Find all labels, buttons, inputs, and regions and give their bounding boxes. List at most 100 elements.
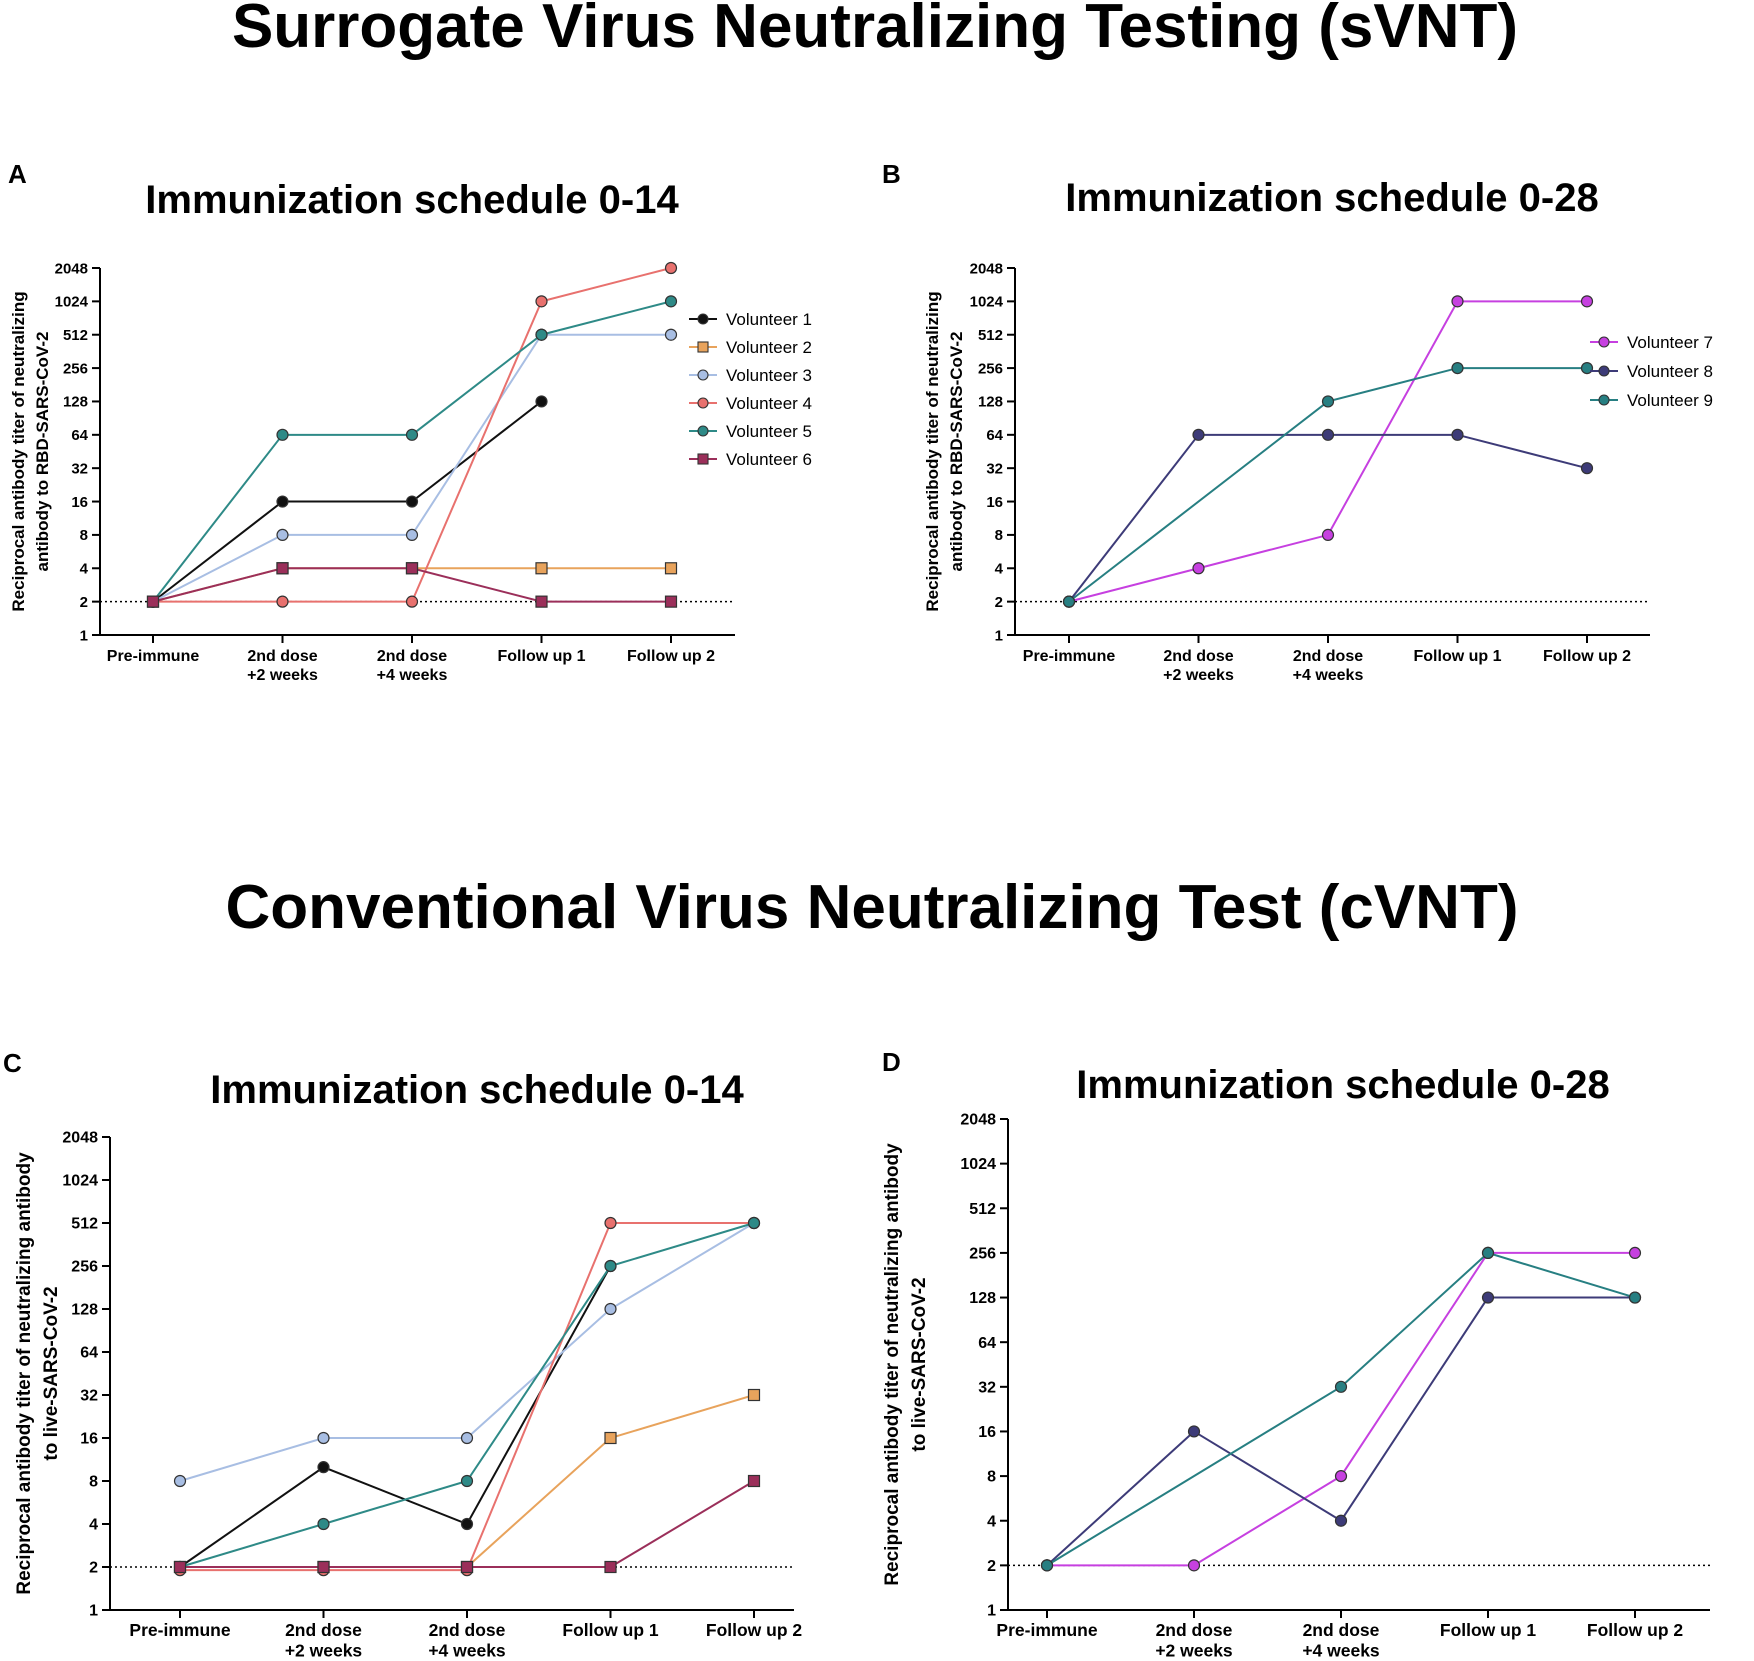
x-tick-label: +4 weeks — [377, 667, 448, 684]
x-tick-label: +2 weeks — [1155, 1641, 1233, 1661]
legend-marker — [697, 425, 709, 437]
y-tick-label: 256 — [63, 360, 88, 377]
y-axis-label: to live-SARS-CoV-2 — [909, 1277, 930, 1451]
series-line — [1046, 1251, 1636, 1567]
series-line — [1068, 300, 1587, 603]
legend-label: Volunteer 7 — [1627, 333, 1713, 352]
y-tick-label: 8 — [89, 1474, 98, 1491]
data-point — [747, 1388, 761, 1402]
data-point — [1040, 1559, 1054, 1572]
chart-panels: A Immunization schedule 0-14 Reciprocal an… — [3, 159, 1713, 1661]
legend-item: Volunteer 7 — [1590, 333, 1713, 352]
data-point — [276, 428, 289, 441]
y-tick-label: 256 — [969, 1246, 996, 1263]
y-tick-label: 128 — [978, 394, 1003, 411]
y-tick-label: 64 — [986, 427, 1003, 444]
x-tick-label: Follow up 1 — [1440, 1620, 1537, 1640]
data-point — [1187, 1425, 1201, 1438]
legend-marker — [1598, 365, 1610, 377]
series-line — [1068, 367, 1587, 603]
panel-letter: A — [8, 159, 27, 189]
x-tick-label: +2 weeks — [285, 1641, 363, 1661]
data-point — [535, 595, 548, 608]
x-tick-label: Follow up 2 — [1587, 1620, 1684, 1640]
x-tick-label: Follow up 1 — [498, 648, 586, 665]
data-point — [173, 1560, 187, 1574]
legend-item: Volunteer 2 — [689, 338, 812, 357]
panel-letter: B — [882, 159, 901, 189]
chart-panel-c: C Immunization schedule 0-14 Reciprocal an… — [3, 1048, 802, 1661]
series-line — [179, 1265, 612, 1568]
y-tick-label: 64 — [80, 1345, 98, 1362]
data-point — [1334, 1514, 1348, 1527]
chart-panel-d: D Immunization schedule 0-28 Reciprocal an… — [882, 1047, 1710, 1661]
y-tick-label: 128 — [63, 394, 88, 411]
data-point — [1580, 462, 1594, 475]
y-tick-label: 8 — [995, 527, 1003, 544]
data-point — [747, 1216, 761, 1230]
y-tick-label: 16 — [71, 494, 88, 511]
series-volunteer-7 — [1062, 295, 1594, 608]
data-point — [1321, 528, 1335, 542]
data-point — [317, 1461, 330, 1474]
data-point — [664, 261, 678, 275]
x-tick-label: Pre-immune — [996, 1620, 1097, 1640]
series-volunteer-3 — [173, 1216, 761, 1488]
x-tick-label: 2nd dose — [1293, 648, 1363, 665]
series-volunteer-1 — [173, 1259, 617, 1574]
y-tick-label: 512 — [63, 327, 88, 344]
y-tick-label: 1 — [995, 627, 1003, 644]
data-point — [173, 1474, 187, 1488]
y-tick-label: 2 — [80, 594, 88, 611]
data-point — [535, 328, 548, 341]
data-point — [664, 295, 678, 308]
x-tick-label: +2 weeks — [247, 667, 318, 684]
series-volunteer-9 — [1062, 361, 1594, 608]
x-tick-label: 2nd dose — [429, 1620, 506, 1640]
cvnt-section-title: Conventional Virus Neutralizing Test (cV… — [226, 873, 1519, 942]
panel-title: Immunization schedule 0-28 — [1065, 176, 1598, 220]
panel-title: Immunization schedule 0-14 — [145, 178, 679, 222]
panel-title: Immunization schedule 0-28 — [1076, 1063, 1609, 1107]
y-tick-label: 128 — [71, 1302, 98, 1319]
legend-label: Volunteer 4 — [726, 394, 812, 413]
legend-marker — [697, 313, 709, 325]
data-point — [460, 1474, 474, 1488]
x-tick-label: 2nd dose — [1303, 1620, 1380, 1640]
legend-label: Volunteer 2 — [726, 338, 812, 357]
data-point — [317, 1560, 330, 1574]
data-point — [276, 495, 289, 508]
panel-letter: D — [882, 1047, 901, 1077]
data-point — [1628, 1246, 1642, 1260]
y-tick-label: 8 — [987, 1469, 996, 1486]
y-tick-label: 1024 — [970, 294, 1004, 311]
legend-label: Volunteer 9 — [1627, 391, 1713, 410]
data-point — [317, 1517, 330, 1531]
y-tick-label: 2048 — [960, 1112, 996, 1129]
series-volunteer-8 — [1062, 428, 1594, 608]
y-tick-label: 32 — [978, 1379, 996, 1396]
data-point — [460, 1560, 474, 1574]
data-point — [1321, 395, 1335, 408]
x-tick-label: Follow up 2 — [1543, 648, 1631, 665]
legend-label: Volunteer 1 — [726, 310, 812, 329]
data-point — [276, 595, 289, 608]
y-tick-label: 16 — [986, 494, 1003, 511]
svnt-section-title: Surrogate Virus Neutralizing Testing (sV… — [232, 0, 1518, 61]
data-point — [1451, 361, 1464, 375]
y-axis-label: Reciprocal antibody titer of neutralizin… — [923, 291, 942, 611]
data-point — [1580, 361, 1594, 375]
data-point — [405, 528, 419, 542]
series-line — [152, 300, 672, 603]
legend: Volunteer 7 Volunteer 8 Volunteer 9 — [1590, 333, 1713, 410]
x-tick-label: 2nd dose — [1156, 1620, 1233, 1640]
x-tick-label: Follow up 2 — [627, 648, 715, 665]
series-volunteer-8 — [1040, 1291, 1642, 1572]
x-tick-label: 2nd dose — [285, 1620, 362, 1640]
data-point — [1451, 295, 1464, 308]
data-point — [1580, 295, 1594, 308]
data-point — [1192, 562, 1205, 575]
y-tick-label: 2 — [987, 1558, 996, 1575]
y-axis-label: antibody to RBD-SARS-CoV-2 — [33, 332, 52, 572]
